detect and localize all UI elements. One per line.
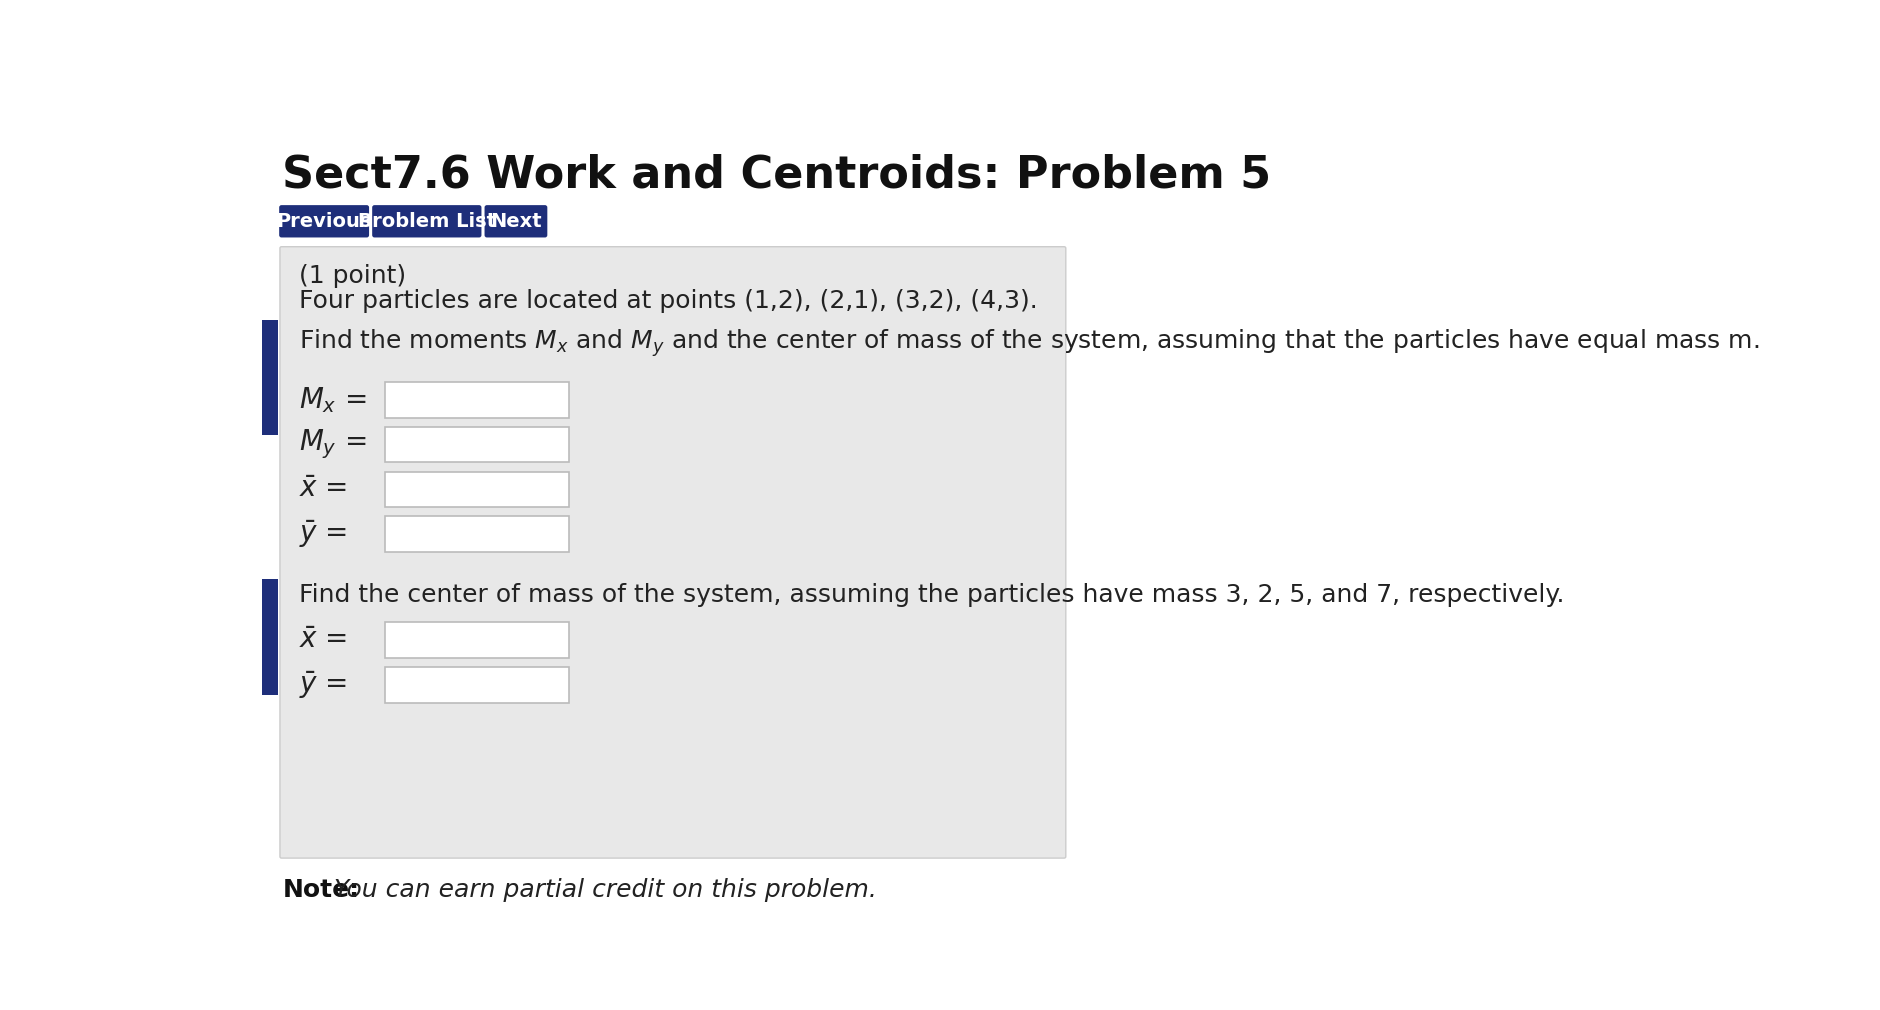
FancyBboxPatch shape	[385, 622, 570, 658]
Text: Next: Next	[491, 212, 541, 231]
FancyBboxPatch shape	[385, 516, 570, 551]
Bar	[261, 580, 278, 695]
Text: $\bar{x}$ =: $\bar{x}$ =	[299, 626, 348, 654]
Text: $\bar{y}$ =: $\bar{y}$ =	[299, 518, 346, 549]
FancyBboxPatch shape	[278, 205, 368, 237]
Text: Find the moments $M_x$ and $M_y$ and the center of mass of the system, assuming : Find the moments $M_x$ and $M_y$ and the…	[299, 327, 1760, 360]
Text: Sect7.6 Work and Centroids: Problem 5: Sect7.6 Work and Centroids: Problem 5	[282, 154, 1271, 197]
FancyBboxPatch shape	[485, 205, 547, 237]
Text: $M_y$ =: $M_y$ =	[299, 428, 367, 462]
FancyBboxPatch shape	[372, 205, 481, 237]
Text: $M_x$ =: $M_x$ =	[299, 385, 367, 415]
Text: Previous: Previous	[276, 212, 372, 231]
FancyBboxPatch shape	[280, 246, 1066, 858]
Text: Four particles are located at points (1,2), (2,1), (3,2), (4,3).: Four particles are located at points (1,…	[299, 289, 1038, 313]
Text: Note:: Note:	[284, 878, 361, 902]
Text: Find the center of mass of the system, assuming the particles have mass 3, 2, 5,: Find the center of mass of the system, a…	[299, 583, 1564, 607]
FancyBboxPatch shape	[385, 668, 570, 703]
Text: You can earn partial credit on this problem.: You can earn partial credit on this prob…	[325, 878, 876, 902]
Text: Problem List: Problem List	[357, 212, 496, 231]
FancyBboxPatch shape	[385, 382, 570, 418]
Text: $\bar{x}$ =: $\bar{x}$ =	[299, 476, 348, 503]
Text: $\bar{y}$ =: $\bar{y}$ =	[299, 669, 346, 701]
Bar	[261, 320, 278, 435]
FancyBboxPatch shape	[385, 472, 570, 507]
FancyBboxPatch shape	[385, 427, 570, 463]
Text: (1 point): (1 point)	[299, 264, 406, 288]
